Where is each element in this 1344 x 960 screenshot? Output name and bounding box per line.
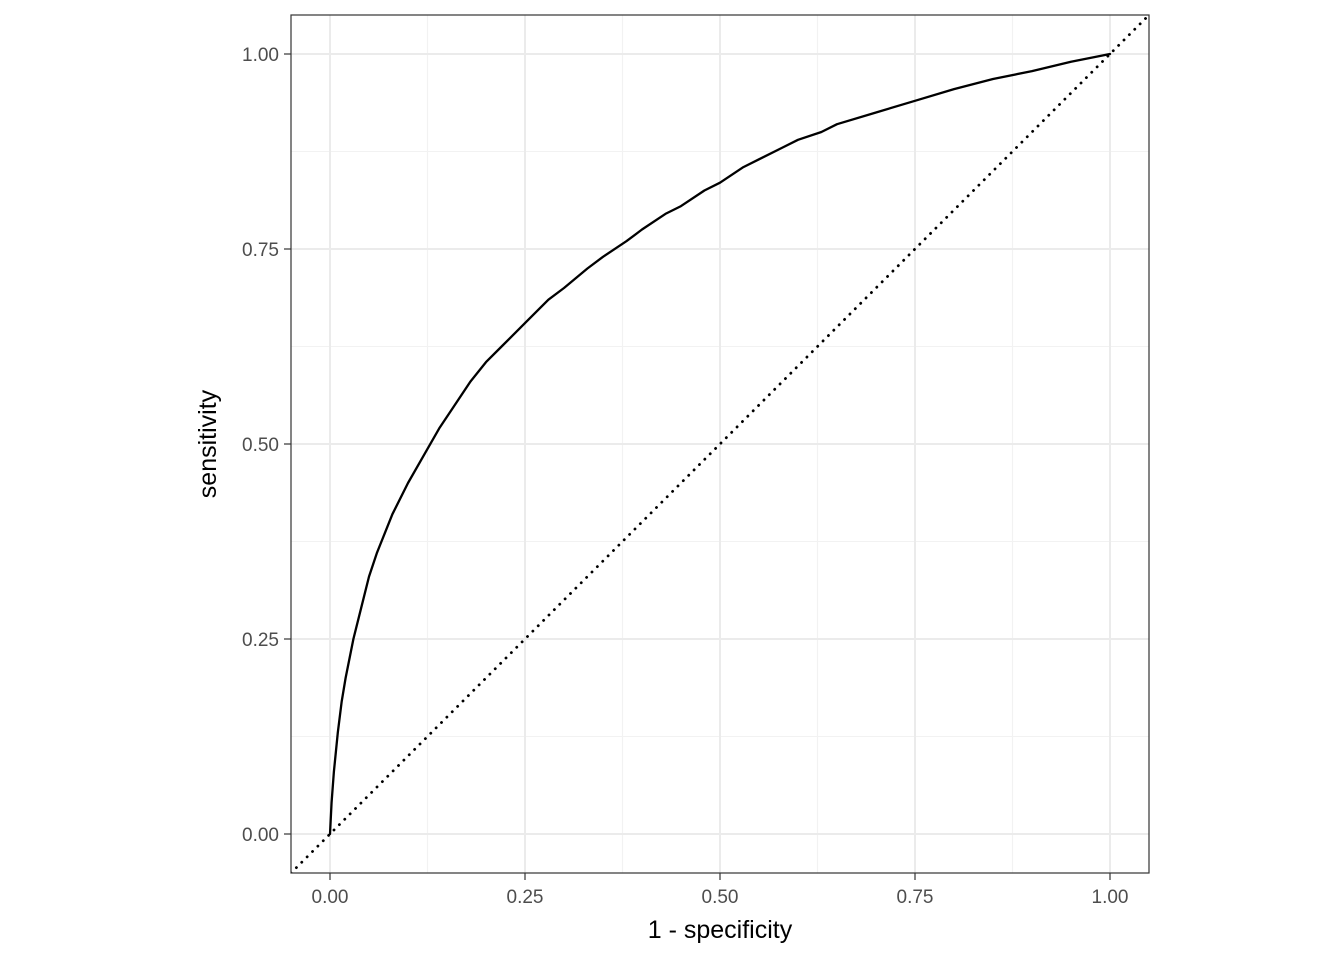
- x-tick-label: 0.75: [897, 887, 934, 908]
- y-tick-label: 0.50: [242, 435, 279, 456]
- y-tick-label: 0.00: [242, 825, 279, 846]
- x-tick-label: 0.25: [507, 887, 544, 908]
- x-tick-label: 0.50: [702, 887, 739, 908]
- x-axis: 0.00 0.25 0.50 0.75 1.00: [312, 873, 1129, 908]
- x-tick-label: 1.00: [1092, 887, 1129, 908]
- roc-curve-line: [328, 52, 1112, 836]
- x-axis-title: 1 - specificity: [648, 916, 793, 944]
- y-axis: 0.00 0.25 0.50 0.75 1.00: [242, 45, 291, 846]
- series-layer: [291, 15, 1149, 873]
- x-tick-label: 0.00: [312, 887, 349, 908]
- y-tick-label: 0.25: [242, 630, 279, 651]
- y-tick-label: 1.00: [242, 45, 279, 66]
- y-axis-title: sensitivity: [194, 389, 222, 498]
- y-tick-label: 0.75: [242, 240, 279, 261]
- reference-diagonal-line: [291, 15, 1149, 873]
